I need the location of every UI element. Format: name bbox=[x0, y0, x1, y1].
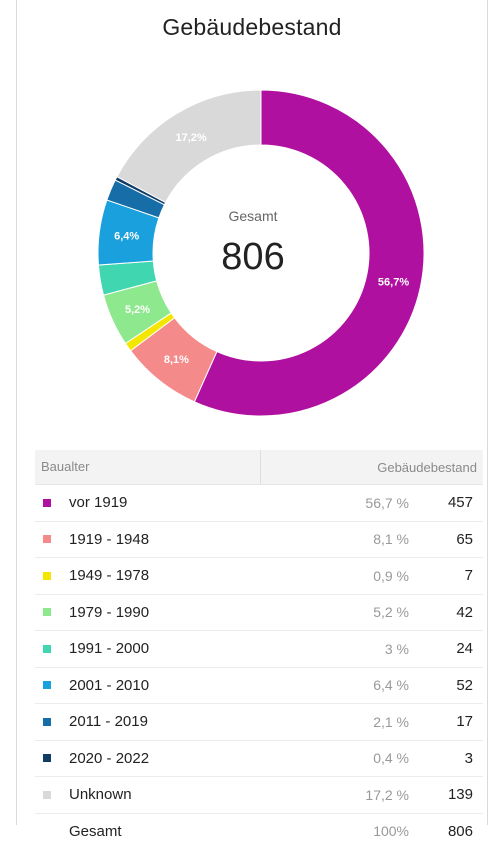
row-count: 65 bbox=[409, 531, 483, 548]
table-row[interactable]: vor 1919 56,7 % 457 bbox=[35, 485, 483, 522]
table-row[interactable]: 1949 - 1978 0,9 % 7 bbox=[35, 558, 483, 595]
row-label: 1949 - 1978 bbox=[69, 567, 269, 584]
row-percent: 0,9 % bbox=[269, 568, 409, 584]
donut-center-value: 806 bbox=[17, 236, 489, 279]
table-row[interactable]: 2001 - 2010 6,4 % 52 bbox=[35, 668, 483, 705]
slice-label: 5,2% bbox=[125, 304, 150, 316]
total-count: 806 bbox=[409, 823, 483, 840]
legend-swatch bbox=[43, 535, 51, 543]
row-percent: 6,4 % bbox=[269, 677, 409, 693]
legend-swatch-empty bbox=[43, 827, 51, 835]
legend-swatch bbox=[43, 645, 51, 653]
row-label: 1979 - 1990 bbox=[69, 604, 269, 621]
row-count: 457 bbox=[409, 494, 483, 511]
legend-swatch bbox=[43, 681, 51, 689]
legend-swatch bbox=[43, 499, 51, 507]
header-baualter[interactable]: Baualter bbox=[35, 450, 261, 484]
row-label: 2020 - 2022 bbox=[69, 750, 269, 767]
legend-swatch bbox=[43, 608, 51, 616]
legend-swatch bbox=[43, 718, 51, 726]
data-table: Baualter Gebäudebestand vor 1919 56,7 % … bbox=[35, 450, 483, 849]
row-label: Unknown bbox=[69, 786, 269, 803]
row-percent: 0,4 % bbox=[269, 750, 409, 766]
table-row[interactable]: Unknown 17,2 % 139 bbox=[35, 777, 483, 814]
chart-card: Gebäudebestand 56,7%8,1%5,2%6,4%17,2% Ge… bbox=[16, 0, 488, 825]
row-percent: 2,1 % bbox=[269, 714, 409, 730]
header-gebaeudebestand[interactable]: Gebäudebestand bbox=[261, 460, 483, 475]
row-count: 17 bbox=[409, 713, 483, 730]
row-count: 3 bbox=[409, 750, 483, 767]
row-percent: 8,1 % bbox=[269, 531, 409, 547]
table-row[interactable]: 2011 - 2019 2,1 % 17 bbox=[35, 704, 483, 741]
table-row[interactable]: 1919 - 1948 8,1 % 65 bbox=[35, 522, 483, 559]
donut-slice-unknown[interactable] bbox=[117, 90, 261, 202]
table-row[interactable]: 1979 - 1990 5,2 % 42 bbox=[35, 595, 483, 632]
row-count: 24 bbox=[409, 640, 483, 657]
legend-swatch bbox=[43, 754, 51, 762]
table-total-row: Gesamt 100% 806 bbox=[35, 814, 483, 849]
row-percent: 17,2 % bbox=[269, 787, 409, 803]
row-count: 42 bbox=[409, 604, 483, 621]
total-label: Gesamt bbox=[69, 823, 269, 840]
row-percent: 5,2 % bbox=[269, 604, 409, 620]
legend-swatch bbox=[43, 791, 51, 799]
slice-label: 8,1% bbox=[164, 354, 189, 366]
row-count: 52 bbox=[409, 677, 483, 694]
row-count: 7 bbox=[409, 567, 483, 584]
slice-label: 17,2% bbox=[176, 132, 207, 144]
row-label: 1991 - 2000 bbox=[69, 640, 269, 657]
table-row[interactable]: 2020 - 2022 0,4 % 3 bbox=[35, 741, 483, 778]
donut-center-label: Gesamt bbox=[17, 208, 489, 224]
table-row[interactable]: 1991 - 2000 3 % 24 bbox=[35, 631, 483, 668]
row-label: 1919 - 1948 bbox=[69, 531, 269, 548]
donut-chart: 56,7%8,1%5,2%6,4%17,2% Gesamt 806 bbox=[17, 0, 489, 440]
row-percent: 3 % bbox=[269, 641, 409, 657]
legend-swatch bbox=[43, 572, 51, 580]
table-header: Baualter Gebäudebestand bbox=[35, 450, 483, 485]
row-label: vor 1919 bbox=[69, 494, 269, 511]
total-percent: 100% bbox=[269, 823, 409, 839]
row-label: 2011 - 2019 bbox=[69, 713, 269, 730]
row-percent: 56,7 % bbox=[269, 495, 409, 511]
row-label: 2001 - 2010 bbox=[69, 677, 269, 694]
row-count: 139 bbox=[409, 786, 483, 803]
